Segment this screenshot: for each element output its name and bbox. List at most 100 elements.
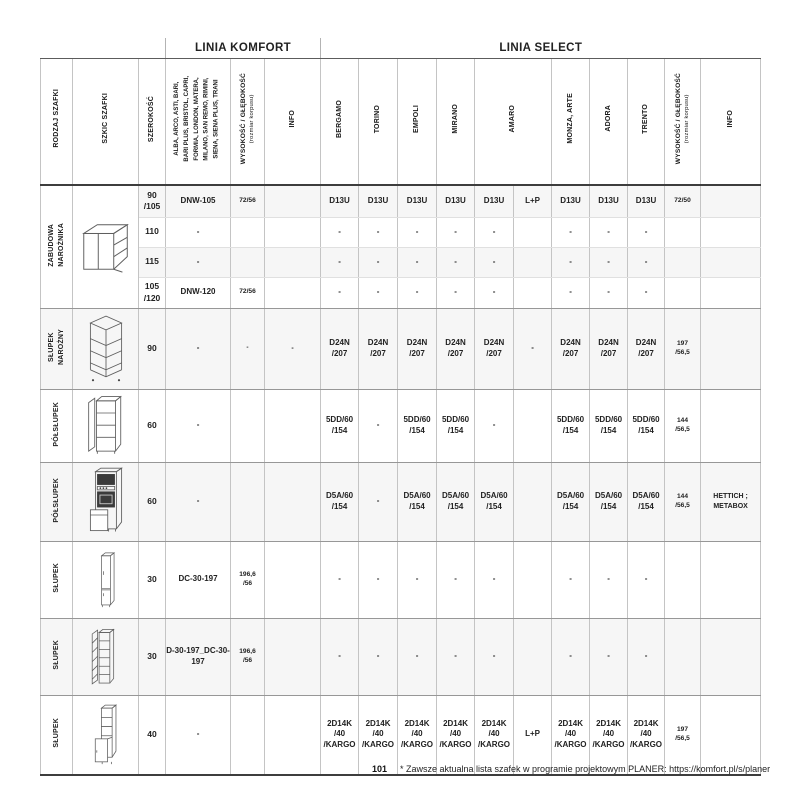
table-body: ZABUDOWA NAROŻNIKA 90 /105 DNW-105 72/56 D1… [40, 185, 762, 776]
cell-komfort-dim [230, 695, 266, 776]
row-group-label: SŁUPEK [40, 695, 73, 776]
cabinet-sketch-column-closed [100, 551, 115, 607]
col-header-empoli: EMPOLI [397, 58, 438, 186]
group-header-linia-komfort: LINIA KOMFORT [165, 38, 321, 59]
cell-adora: - [589, 541, 629, 619]
cell-adora: D5A/60 /154 [589, 462, 629, 542]
cabinet-sketch-corner-base [81, 223, 129, 273]
cell-amaro: - [474, 217, 515, 248]
cell-mirano: 2D14K /40 /KARGO [436, 695, 476, 776]
cell-szerokosc: 90 [138, 308, 167, 390]
cell-mirano: - [436, 277, 476, 309]
cell-mirano: - [436, 217, 476, 248]
cabinet-sketch-cell [72, 462, 139, 542]
cell-komfort-info [264, 389, 322, 463]
cell-adora: 2D14K /40 /KARGO [589, 695, 629, 776]
cell-komfort-model: - [165, 247, 232, 278]
cell-amaro-lp [513, 389, 553, 463]
table-row: 115- - - - - - - - - [41, 247, 762, 278]
table-row: SŁUPEK 30 D-30-197_DC-30-197 196,6 /56- - - -… [40, 618, 762, 696]
cell-select-dim: 197 /56,5 [664, 695, 702, 776]
col-header-komfort-wysokosc: WYSOKOŚĆ / GŁĘBOKOŚĆ (rozmiar korpusu) [230, 58, 266, 186]
row-group-label-text: ZABUDOWA NAROŻNIKA [47, 223, 65, 267]
col-header-label: ALBA, ARCO, ASTI, BARI, BARI PLUS, BRIST… [174, 75, 220, 162]
cell-trento: 2D14K /40 /KARGO [627, 695, 666, 776]
cell-szerokosc: 60 [138, 389, 167, 463]
cell-select-dim [664, 247, 702, 278]
cell-adora: - [589, 277, 629, 309]
cell-komfort-dim [230, 247, 266, 278]
group-header-linia-select: LINIA SELECT [320, 38, 761, 59]
table-row: SŁUPEK 30 DC-30-197 196,6 /56- - - - - - - - [40, 541, 762, 619]
cell-amaro-lp [513, 541, 553, 619]
cell-select-info [700, 277, 762, 309]
cell-trento: - [627, 618, 666, 696]
cell-torino: - [358, 277, 399, 309]
cell-select-info [700, 618, 762, 696]
cell-komfort-info [264, 277, 322, 309]
cabinet-sketch-cell [72, 541, 139, 619]
table-row: 105 /120 DNW-120 72/56- - - - - - - - [41, 277, 762, 309]
cell-trento: - [627, 217, 666, 248]
cell-adora: D24N /207 [589, 308, 629, 390]
cell-szerokosc: 30 [138, 618, 167, 696]
col-header-amaro: AMARO [474, 58, 553, 186]
row-group-label: SŁUPEK [40, 541, 73, 619]
cabinet-sketch-column-open [91, 628, 115, 685]
cell-trento: - [627, 247, 666, 278]
col-header-sublabel: (rozmiar korpusu) [249, 94, 256, 144]
cell-torino: D24N /207 [358, 308, 399, 390]
table-row: PÓŁSŁUPEK 60- D5A/60 /154- D5A/60 /154 D5A/… [40, 462, 762, 542]
cell-komfort-model: DNW-120 [165, 277, 232, 309]
cell-komfort-info: - [264, 308, 322, 390]
cabinet-sketch-corner-tall [88, 315, 123, 381]
cell-amaro: - [474, 247, 515, 278]
cell-amaro: - [474, 277, 515, 309]
col-header-bergamo: BERGAMO [320, 58, 360, 186]
cell-mirano: D24N /207 [436, 308, 476, 390]
cell-amaro-lp: - [513, 308, 553, 390]
cell-monza-arte: D24N /207 [551, 308, 591, 390]
col-header-label: BERGAMO [335, 99, 343, 138]
cell-adora: D13U [589, 185, 629, 218]
cell-komfort-model: - [165, 389, 232, 463]
row-group-label-text: SŁUPEK [52, 563, 60, 593]
col-header-label: RODZAJ SZAFKI [52, 89, 60, 149]
cell-szerokosc: 110 [137, 217, 167, 248]
cell-szerokosc: 115 [137, 247, 167, 278]
cell-komfort-info [264, 695, 322, 776]
cell-komfort-dim: 72/56 [230, 277, 266, 309]
cell-amaro: - [474, 389, 515, 463]
cell-adora: - [589, 217, 629, 248]
cell-select-info [700, 308, 762, 390]
row-group-label: SŁUPEK NAROŻNY [40, 308, 73, 390]
col-header-label: AMARO [509, 105, 517, 133]
cell-bergamo: - [320, 247, 360, 278]
col-header-select-info: INFO [700, 58, 762, 186]
cell-select-dim: 144 /56,5 [664, 462, 702, 542]
col-header-label: MIRANO [451, 103, 459, 134]
cell-select-dim: 197 /56,5 [664, 308, 702, 390]
cell-empoli: - [397, 217, 438, 248]
cell-amaro: D13U [474, 185, 515, 218]
cell-szerokosc: 90 /105 [138, 185, 167, 218]
row-group-label-text: SŁUPEK NAROŻNY [47, 328, 65, 365]
cell-komfort-info [264, 462, 322, 542]
col-header-torino: TORINO [358, 58, 399, 186]
col-header-komfort-info: INFO [264, 58, 322, 186]
col-header-adora: ADORA [589, 58, 629, 186]
cabinet-sketch-cell [72, 695, 139, 776]
cell-select-dim [664, 277, 702, 309]
cell-komfort-model: DC-30-197 [165, 541, 232, 619]
cabinet-sketch-column-40 [94, 703, 117, 764]
cell-mirano: - [436, 541, 476, 619]
cell-amaro-lp [513, 277, 553, 309]
cell-trento: - [627, 277, 666, 309]
column-header-row: RODZAJ SZAFKI SZKIC SZAFKI SZEROKOŚĆ ALB… [40, 58, 762, 186]
cell-mirano: - [436, 618, 476, 696]
cell-monza-arte: 2D14K /40 /KARGO [551, 695, 591, 776]
cell-empoli: - [397, 541, 438, 619]
cell-szerokosc: 60 [138, 462, 167, 542]
row-group-label-text: PÓŁSŁUPEK [52, 477, 60, 523]
cabinet-sketch-half-column [87, 395, 122, 454]
